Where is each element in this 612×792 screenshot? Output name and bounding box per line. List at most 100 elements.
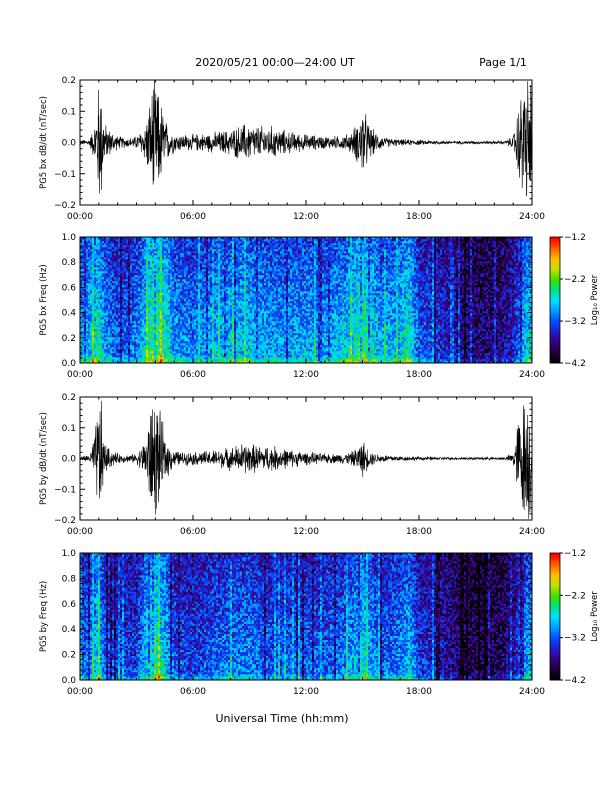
spectrogram-cell <box>198 283 200 285</box>
spectrogram-cell <box>220 355 222 357</box>
spectrogram-cell <box>212 263 214 265</box>
spectrogram-cell <box>150 317 152 319</box>
spectrogram-cell <box>216 323 218 325</box>
spectrogram-cell <box>130 297 132 299</box>
spectrogram-cell <box>130 335 132 337</box>
spectrogram-cell <box>130 355 132 357</box>
spectrogram-cell <box>134 285 136 287</box>
spectrogram-cell <box>230 247 232 249</box>
spectrogram-cell <box>136 355 138 357</box>
spectrogram-cell <box>192 261 194 263</box>
spectrogram-cell <box>88 293 90 295</box>
spectrogram-cell <box>188 339 190 341</box>
spectrogram-cell <box>98 269 100 271</box>
spectrogram-cell <box>210 317 212 319</box>
spectrogram-cell <box>182 355 184 357</box>
spectrogram-cell <box>176 351 178 353</box>
spectrogram-cell <box>208 305 210 307</box>
spectrogram-cell <box>126 297 128 299</box>
spectrogram-cell <box>128 351 130 353</box>
spectrogram-cell <box>174 291 176 293</box>
spectrogram-cell <box>150 241 152 243</box>
spectrogram-cell <box>144 307 146 309</box>
spectrogram-cell <box>142 263 144 265</box>
spectrogram-cell <box>218 343 220 345</box>
spectrogram-cell <box>204 259 206 261</box>
spectrogram-cell <box>84 321 86 323</box>
spectrogram-cell <box>172 355 174 357</box>
spectrogram-cell <box>200 257 202 259</box>
spectrogram-cell <box>138 245 140 247</box>
spectrogram-cell <box>174 275 176 277</box>
spectrogram-cell <box>212 269 214 271</box>
spectrogram-cell <box>198 275 200 277</box>
spectrogram-cell <box>96 317 98 319</box>
spectrogram-cell <box>82 343 84 345</box>
spectrogram-cell <box>170 271 172 273</box>
spectrogram-cell <box>116 339 118 341</box>
spectrogram-cell <box>228 241 230 243</box>
spectrogram-cell <box>206 253 208 255</box>
spectrogram-cell <box>102 293 104 295</box>
spectrogram-cell <box>226 305 228 307</box>
spectrogram-cell <box>110 301 112 303</box>
spectrogram-cell <box>94 293 96 295</box>
spectrogram-cell <box>134 277 136 279</box>
spectrogram-cell <box>192 337 194 339</box>
spectrogram-cell <box>140 357 142 359</box>
spectrogram-cell <box>170 317 172 319</box>
spectrogram-cell <box>86 287 88 289</box>
spectrogram-cell <box>90 297 92 299</box>
spectrogram-cell <box>232 271 234 273</box>
spectrogram-cell <box>110 299 112 301</box>
spectrogram-cell <box>160 249 162 251</box>
spectrogram-cell <box>226 243 228 245</box>
spectrogram-cell <box>174 269 176 271</box>
spectrogram-cell <box>206 243 208 245</box>
spectrogram-cell <box>172 309 174 311</box>
spectrogram-cell <box>158 279 160 281</box>
spectrogram-cell <box>164 241 166 243</box>
spectrogram-cell <box>98 253 100 255</box>
spectrogram-cell <box>136 289 138 291</box>
spectrogram-cell <box>120 343 122 345</box>
spectrogram-cell <box>128 333 130 335</box>
spectrogram-cell <box>130 271 132 273</box>
spectrogram-cell <box>160 323 162 325</box>
spectrogram-cell <box>138 243 140 245</box>
spectrogram-cell <box>210 293 212 295</box>
spectrogram-cell <box>150 309 152 311</box>
spectrogram-cell <box>110 317 112 319</box>
spectrogram-cell <box>156 267 158 269</box>
spectrogram-cell <box>100 247 102 249</box>
spectrogram-cell <box>178 337 180 339</box>
spectrogram-cell <box>112 277 114 279</box>
spectrogram-cell <box>170 343 172 345</box>
spectrogram-cell <box>94 251 96 253</box>
spectrogram-cell <box>96 241 98 243</box>
spectrogram-cell <box>140 271 142 273</box>
spectrogram-cell <box>208 273 210 275</box>
spectrogram-cell <box>86 359 88 361</box>
spectrogram-cell <box>108 281 110 283</box>
spectrogram-cell <box>94 355 96 357</box>
spectrogram-cell <box>178 355 180 357</box>
spectrogram-cell <box>94 315 96 317</box>
spectrogram-cell <box>128 349 130 351</box>
spectrogram-cell <box>122 287 124 289</box>
spectrogram-cell <box>216 253 218 255</box>
spectrogram-cell <box>86 249 88 251</box>
spectrogram-cell <box>92 273 94 275</box>
spectrogram-cell <box>196 283 198 285</box>
spectrogram-cell <box>210 349 212 351</box>
spectrogram-cell <box>156 339 158 341</box>
spectrogram-cell <box>206 349 208 351</box>
spectrogram-cell <box>170 273 172 275</box>
spectrogram-cell <box>142 315 144 317</box>
spectrogram-cell <box>128 249 130 251</box>
spectrogram-cell <box>90 325 92 327</box>
spectrogram-cell <box>112 331 114 333</box>
spectrogram-cell <box>210 325 212 327</box>
spectrogram-cell <box>130 303 132 305</box>
spectrogram-cell <box>154 249 156 251</box>
